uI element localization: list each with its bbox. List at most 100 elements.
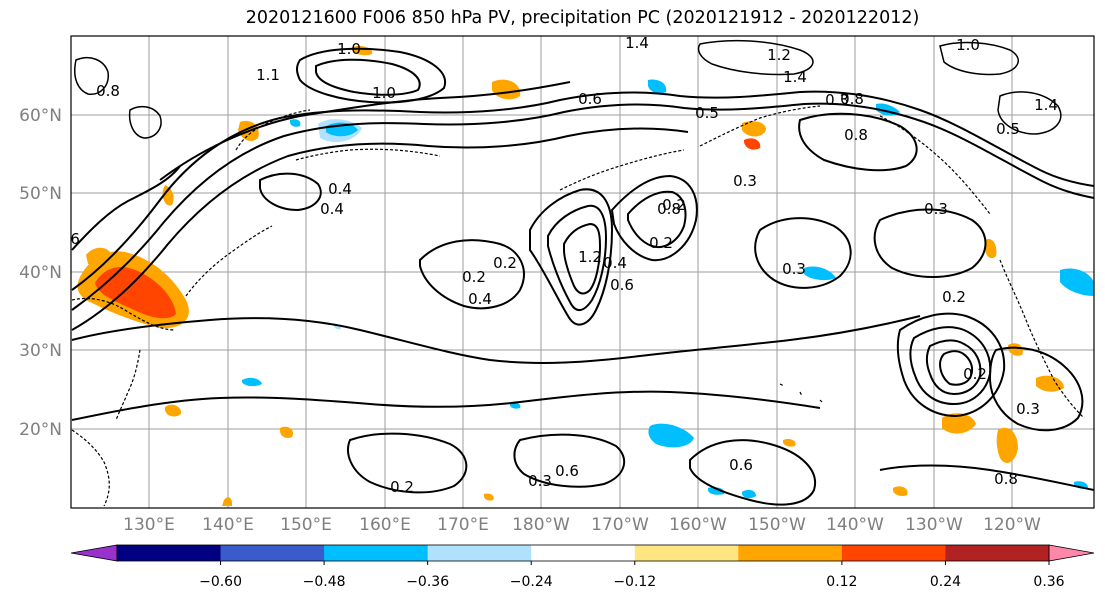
contour-label: 1.2	[767, 46, 791, 64]
contour-label: 1.0	[372, 84, 396, 102]
contour-label: 0.4	[328, 180, 352, 198]
pv-contour	[259, 172, 322, 212]
longitude-tick-label: 170°E	[437, 515, 489, 535]
contour-label: 0.8	[994, 470, 1018, 488]
contour-label: 0.2	[662, 196, 686, 214]
precip-positive-area	[984, 238, 997, 259]
map-frame	[70, 35, 1095, 509]
contour-label: 0.6	[578, 90, 602, 108]
colorbar-segment	[945, 545, 1050, 561]
contour-label: 0.8	[840, 90, 864, 108]
contour-label: 0.2	[963, 365, 987, 383]
longitude-tick-label: 140°W	[826, 515, 884, 535]
precip-negative-area	[742, 489, 756, 499]
pv-contours-fine	[74, 39, 1062, 139]
colorbar-tick-label: 0.36	[1033, 574, 1064, 590]
contour-label: 1.1	[256, 66, 280, 84]
precip-positive-area	[1008, 343, 1023, 356]
contour-label: 0.4	[603, 254, 627, 272]
colorbar-segment	[531, 545, 636, 561]
coastline	[999, 259, 1085, 419]
precip-negative-area	[1060, 268, 1094, 296]
pv-contour	[71, 315, 921, 364]
colorbar-tick-label: −0.36	[406, 574, 449, 590]
contour-label: 1.2	[578, 248, 602, 266]
latitude-tick-label: 40°N	[19, 263, 62, 283]
pv-contour	[938, 350, 974, 386]
longitude-tick-label: 130°E	[123, 515, 175, 535]
pv-contour	[873, 208, 987, 278]
precip-negative-area	[648, 423, 694, 448]
colorbar: −0.60−0.48−0.36−0.24−0.120.120.240.360.4…	[70, 544, 1095, 590]
longitude-tick-label: 150°E	[280, 515, 332, 535]
pv-contour	[689, 439, 817, 506]
pv-contour	[296, 47, 447, 104]
colorbar-segment	[117, 545, 222, 561]
colorbar-segment	[841, 545, 946, 561]
pv-contour	[419, 239, 525, 310]
contour-label: 0.6	[555, 462, 579, 480]
contour-label: 0.2	[390, 478, 414, 496]
precip-positive-area	[744, 138, 761, 150]
precip-negative-area	[708, 487, 725, 495]
precip-positive-area	[86, 247, 110, 265]
contour-label: 1.4	[783, 68, 807, 86]
longitude-tick-label: 160°E	[359, 515, 411, 535]
pv-contour	[347, 432, 468, 494]
pv-contour	[879, 464, 1094, 491]
pv-contour	[627, 190, 687, 248]
contour-label: 0.5	[996, 120, 1020, 138]
colorbar-segment	[324, 545, 429, 561]
longitude-tick-label: 170°W	[591, 515, 649, 535]
pv-contours	[71, 47, 1094, 506]
pv-contour	[988, 346, 1084, 432]
contour-label: 0.6	[56, 230, 80, 248]
precip-positive-area	[222, 497, 233, 506]
pv-contour	[697, 39, 814, 76]
coastline	[699, 105, 821, 147]
pv-contour	[896, 312, 1006, 418]
precip-positive-area	[95, 267, 176, 319]
coastline	[295, 148, 441, 161]
contour-label: 0.6	[610, 276, 634, 294]
contour-label: 0.3	[528, 472, 552, 490]
pv-contour	[547, 204, 608, 311]
contour-label: 0.8	[96, 82, 120, 100]
colorbar-tick-label: −0.48	[303, 574, 346, 590]
pv-contour	[71, 102, 1094, 311]
colorbar-segment	[738, 545, 843, 561]
precip-positive-area	[942, 413, 976, 434]
contour-label: 0.3	[733, 172, 757, 190]
contour-label: 0.3	[924, 200, 948, 218]
coastline	[559, 149, 685, 191]
coastline	[115, 349, 141, 421]
precip-negative-area	[648, 79, 667, 94]
colorbar-tick-label: −0.60	[199, 574, 242, 590]
contour-label: 0.3	[825, 91, 849, 109]
coastline	[71, 429, 110, 507]
pv-contour	[74, 56, 109, 95]
contour-label: 0.8	[657, 200, 681, 218]
contour-label: 0.3	[782, 260, 806, 278]
map-title: 2020121600 F006 850 hPa PV, precipitatio…	[245, 8, 920, 28]
contour-label: 0.4	[320, 200, 344, 218]
longitude-tick-label: 160°W	[669, 515, 727, 535]
coastline	[779, 383, 823, 403]
colorbar-extend-high	[1048, 544, 1095, 562]
contour-label: 0.2	[493, 254, 517, 272]
colorbar-segment	[427, 545, 532, 561]
precip-positive-area	[742, 121, 766, 137]
contour-label: 0.2	[942, 288, 966, 306]
latitude-tick-label: 20°N	[19, 420, 62, 440]
latitude-tick-label: 30°N	[19, 341, 62, 361]
contour-label: 0.3	[1016, 400, 1040, 418]
longitude-tick-label: 150°W	[748, 515, 806, 535]
longitude-tick-label: 180°W	[512, 515, 570, 535]
contour-label: 1.0	[337, 40, 361, 58]
precipitation-shading	[77, 45, 1094, 506]
colorbar-tick-label: 0.24	[930, 574, 961, 590]
latitude-tick-label: 60°N	[19, 106, 62, 126]
precip-positive-area	[893, 486, 908, 497]
precip-positive-area	[783, 438, 796, 447]
